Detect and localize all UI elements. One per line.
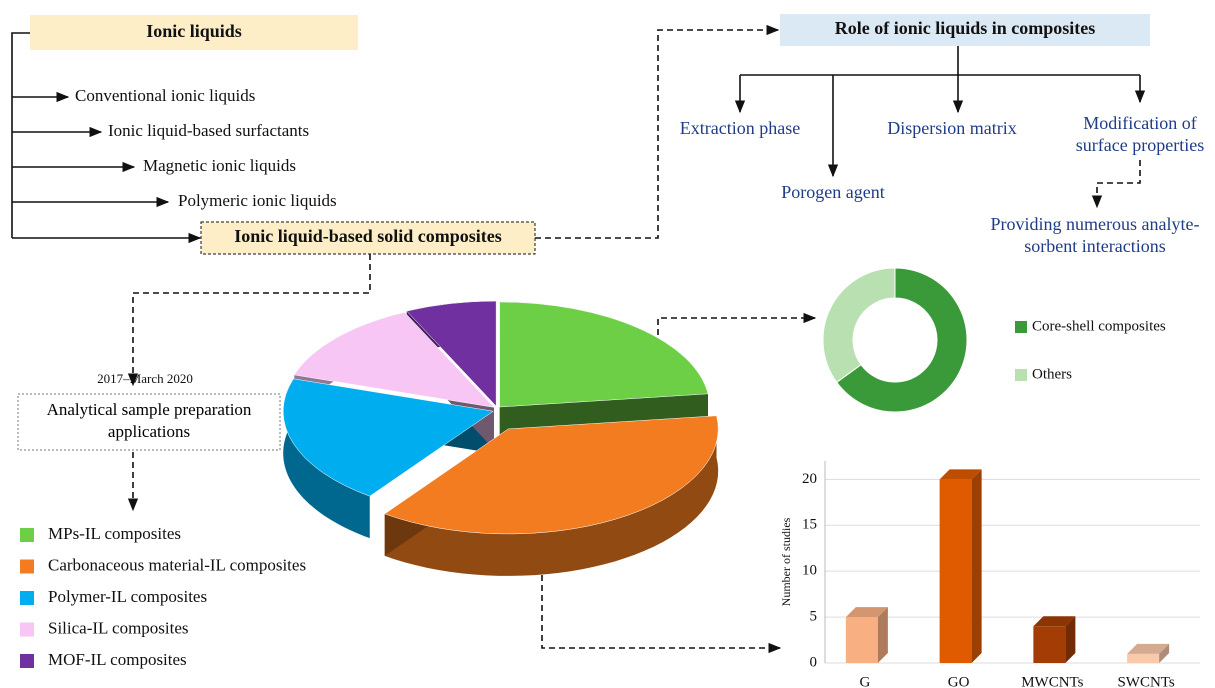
legend-label: MOF-IL composites [48,650,187,669]
bar-top [845,607,888,618]
bar [1033,626,1066,663]
bar [845,617,878,663]
period: 2017–March 2020 [97,371,193,386]
arrow [541,565,782,654]
role-item: Modification of surface properties [1075,113,1205,155]
legend-label: MPs-IL composites [48,524,181,543]
il-type: Ionic liquid-based surfactants [108,121,309,140]
legend-swatch [20,654,34,668]
bar [1127,653,1160,663]
bar-side [971,469,982,663]
bar-top [1033,616,1076,627]
slice [293,312,495,408]
legend-label: Core-shell composites [1032,318,1166,334]
slice [499,301,709,408]
composites-label: Ionic liquid-based solid composites [234,226,502,246]
applications: Analytical sample preparation applicatio… [46,400,252,441]
slice-side [283,378,370,539]
il-type: Conventional ionic liquids [75,86,255,105]
slice [283,378,494,497]
legend-swatch [1015,321,1027,333]
x-tick-label: GO [948,674,970,688]
legend-label: Others [1032,366,1072,382]
bar-side [1159,643,1170,663]
tree [740,46,1140,76]
applications-box [17,393,281,451]
arrow [127,254,371,387]
donut-slice [822,267,896,384]
il-type: Magnetic ionic liquids [143,156,296,175]
x-tick-label: SWCNTs [1117,674,1174,688]
role-title: Role of ionic liquids in composites [835,18,1096,38]
legend-swatch [20,591,34,605]
legend-swatch [20,528,34,542]
y-tick-label: 15 [802,517,817,533]
legend-label: Carbonaceous material-IL composites [48,555,306,574]
slice [406,300,497,407]
bar-side [877,607,888,663]
y-tick-label: 0 [810,654,818,670]
slice [384,415,719,535]
role-box [780,14,1150,46]
legend-swatch [20,559,34,574]
role-item: Porogen agent [781,182,884,202]
legend-label: Polymer-IL composites [48,587,207,606]
y-tick-label: 20 [802,471,817,487]
donut-slice [836,267,968,413]
bar-top [1127,643,1170,654]
il-type: Polymeric ionic liquids [178,191,337,210]
legend-swatch [20,622,34,637]
slice-side [384,415,719,576]
y-tick-label: 10 [802,563,817,579]
y-tick-label: 5 [810,609,818,625]
connectors [11,14,1150,654]
outcome: Providing numerous analyte-sorbent inter… [990,214,1200,256]
x-tick-label: G [859,674,870,688]
arrow [535,24,780,239]
x-tick-label: MWCNTs [1021,674,1083,688]
title: Ionic liquids [146,21,242,41]
legend-swatch [1015,369,1027,381]
bar [939,479,972,663]
bar-top [939,469,982,480]
bar-side [1065,616,1076,663]
y-axis-label: Number of studies [779,517,793,606]
arrow [1091,160,1141,209]
trunk [11,32,30,238]
legend-label: Silica-IL composites [48,618,189,637]
role-item: Dispersion matrix [887,118,1016,138]
title-box [30,15,358,50]
role-item: Extraction phase [680,118,800,138]
